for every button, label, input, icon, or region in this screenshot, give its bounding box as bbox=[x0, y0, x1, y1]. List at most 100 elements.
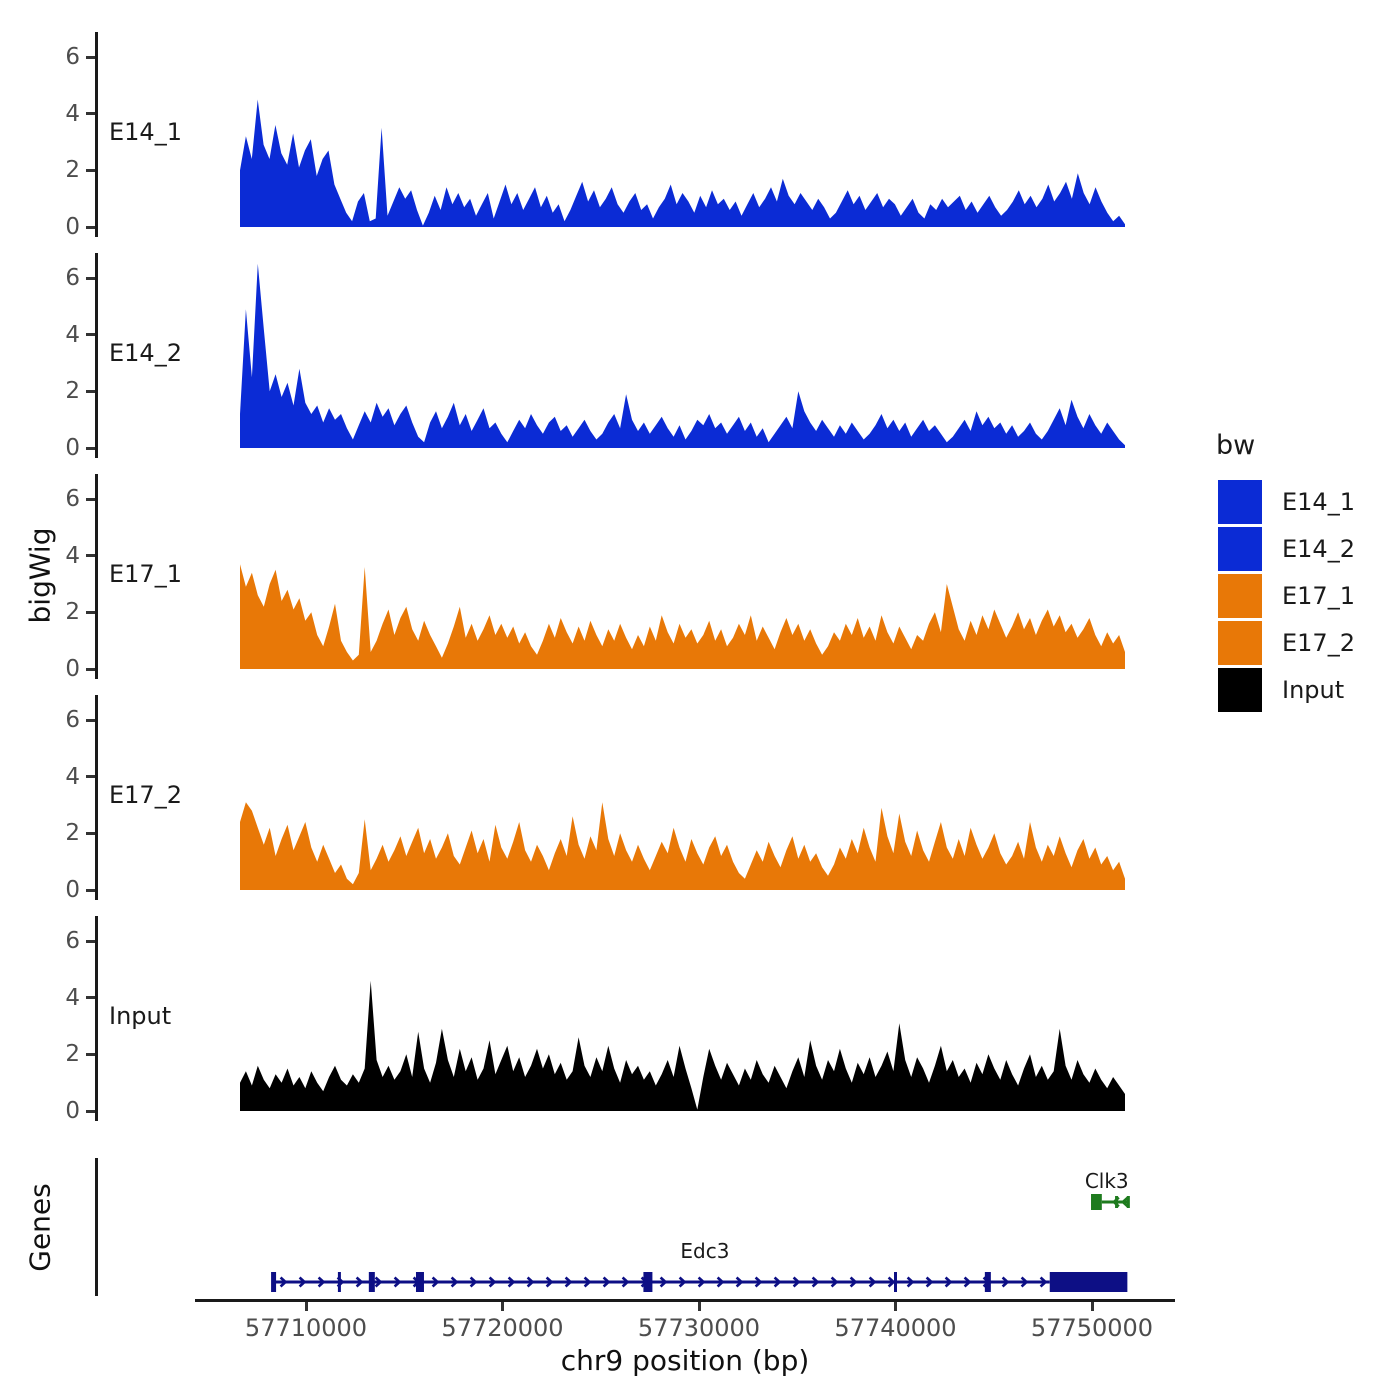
legend-item-label-E17_1: E17_1 bbox=[1282, 582, 1355, 610]
gene-strand-arrow-Edc3 bbox=[621, 1276, 630, 1288]
gene-strand-arrow-Edc3 bbox=[773, 1276, 782, 1288]
x-tick-57710000 bbox=[304, 1302, 308, 1311]
y-tick-Input-2 bbox=[86, 1052, 95, 1056]
legend-item-label-E14_2: E14_2 bbox=[1282, 535, 1355, 563]
y-tick-label-E14_2-0: 0 bbox=[65, 435, 80, 461]
gene-strand-arrow-Edc3 bbox=[925, 1276, 934, 1288]
gene-exon-bar-Edc3 bbox=[337, 1272, 341, 1292]
coverage-area-E14_1 bbox=[240, 99, 1125, 227]
gene-strand-arrow-Edc3 bbox=[545, 1276, 554, 1288]
y-tick-label-E17_2-4: 4 bbox=[65, 763, 80, 790]
y-axis-line-E17_2 bbox=[95, 695, 98, 900]
y-tick-label-E14_2-4: 4 bbox=[65, 321, 80, 348]
track-label-E17_2: E17_2 bbox=[109, 781, 182, 809]
x-axis-line bbox=[195, 1299, 1175, 1302]
gene-exon-box-Clk3 bbox=[1091, 1194, 1102, 1210]
gene-exon-bar-Edc3 bbox=[271, 1272, 277, 1292]
gene-exon-bar-Edc3 bbox=[368, 1272, 375, 1292]
y-tick-E14_1-6 bbox=[86, 55, 95, 59]
gene-exon-bar-Clk3 bbox=[1126, 1196, 1130, 1208]
y-tick-E17_2-2 bbox=[86, 831, 95, 835]
gene-strand-arrow-Edc3 bbox=[640, 1276, 649, 1288]
gene-strand-arrow-Edc3 bbox=[431, 1276, 440, 1288]
gene-strand-arrow-Edc3 bbox=[412, 1276, 421, 1288]
x-tick-label-57730000: 57730000 bbox=[637, 1314, 761, 1342]
gene-strand-arrow-Edc3 bbox=[1001, 1276, 1010, 1288]
y-tick-E14_2-0 bbox=[86, 446, 95, 450]
genes-axis-line bbox=[95, 1158, 98, 1296]
y-tick-E14_2-4 bbox=[86, 333, 95, 337]
y-tick-E17_2-4 bbox=[86, 775, 95, 779]
y-tick-E17_2-0 bbox=[86, 888, 95, 892]
y-tick-label-Input-6: 6 bbox=[65, 928, 80, 954]
gene-strand-arrow-Edc3 bbox=[450, 1276, 459, 1288]
track-label-E17_1: E17_1 bbox=[109, 560, 182, 588]
y-tick-Input-6 bbox=[86, 939, 95, 943]
coverage-area-E17_1 bbox=[240, 564, 1125, 669]
gene-strand-arrow-Clk3 bbox=[1111, 1196, 1120, 1208]
y-tick-label-E14_2-2: 2 bbox=[65, 378, 80, 405]
x-tick-label-57740000: 57740000 bbox=[834, 1314, 957, 1342]
gene-strand-arrow-Edc3 bbox=[735, 1276, 744, 1288]
x-tick-label-57720000: 57720000 bbox=[441, 1314, 564, 1342]
legend-title: bw bbox=[1216, 430, 1256, 461]
gene-strand-arrow-Edc3 bbox=[564, 1276, 573, 1288]
x-tick-label-57750000: 57750000 bbox=[1030, 1314, 1154, 1342]
gene-label-Clk3: Clk3 bbox=[1085, 1169, 1129, 1193]
coverage-area-Input bbox=[240, 980, 1125, 1111]
y-tick-label-Input-2: 2 bbox=[65, 1041, 80, 1068]
gene-strand-arrow-Edc3 bbox=[716, 1276, 725, 1288]
gene-strand-arrow-Edc3 bbox=[906, 1276, 915, 1288]
gene-strand-arrow-Edc3 bbox=[887, 1276, 896, 1288]
gene-strand-arrow-Edc3 bbox=[868, 1276, 877, 1288]
gene-strand-arrow-Edc3 bbox=[811, 1276, 820, 1288]
x-tick-57720000 bbox=[501, 1302, 504, 1311]
gene-strand-arrow-Edc3 bbox=[1039, 1276, 1048, 1288]
coverage-polygon-E14_1 bbox=[240, 99, 1125, 227]
coverage-polygon-E17_1 bbox=[240, 564, 1125, 669]
coverage-polygon-Input bbox=[240, 980, 1125, 1111]
legend-swatch-E14_1 bbox=[1218, 480, 1262, 524]
gene-strand-arrow-Edc3 bbox=[393, 1276, 402, 1288]
gene-strand-arrow-Edc3 bbox=[754, 1276, 763, 1288]
gene-strand-arrow-Clk3 bbox=[1120, 1196, 1129, 1208]
gene-strand-arrow-Edc3 bbox=[1020, 1276, 1029, 1288]
gene-strand-arrow-Edc3 bbox=[697, 1276, 706, 1288]
y-axis-line-E14_1 bbox=[95, 32, 98, 237]
gene-strand-arrow-Edc3 bbox=[963, 1276, 972, 1288]
y-tick-label-E14_1-0: 0 bbox=[65, 214, 80, 240]
legend-swatch-E17_2 bbox=[1218, 621, 1262, 665]
y-tick-label-E14_1-2: 2 bbox=[65, 157, 80, 184]
y-tick-Input-4 bbox=[86, 996, 95, 1000]
y-tick-label-E17_1-0: 0 bbox=[65, 656, 80, 682]
y-tick-E17_1-0 bbox=[86, 667, 95, 671]
y-tick-E17_1-2 bbox=[86, 610, 95, 614]
gene-label-Edc3: Edc3 bbox=[680, 1239, 729, 1263]
legend-swatch-E17_1 bbox=[1218, 574, 1262, 618]
y-axis-line-E14_2 bbox=[95, 253, 98, 458]
x-tick-57730000 bbox=[697, 1302, 701, 1311]
gene-strand-arrow-Edc3 bbox=[659, 1276, 668, 1288]
coverage-area-E17_2 bbox=[240, 802, 1125, 890]
gene-strand-arrow-Edc3 bbox=[488, 1276, 497, 1288]
legend-swatch-E14_2 bbox=[1218, 527, 1262, 571]
gene-strand-arrow-Edc3 bbox=[602, 1276, 611, 1288]
y-tick-E14_1-0 bbox=[86, 225, 95, 229]
y-tick-label-E17_2-0: 0 bbox=[65, 877, 80, 903]
coverage-polygon-E14_2 bbox=[240, 263, 1125, 448]
gene-strand-arrow-Edc3 bbox=[526, 1276, 535, 1288]
y-tick-E14_1-4 bbox=[86, 112, 95, 116]
gene-strand-arrow-Edc3 bbox=[355, 1276, 364, 1288]
gene-strand-arrow-Edc3 bbox=[849, 1276, 858, 1288]
y-axis-line-E17_1 bbox=[95, 474, 98, 679]
y-tick-label-Input-0: 0 bbox=[65, 1098, 80, 1124]
y-tick-E17_2-6 bbox=[86, 718, 95, 722]
gene-strand-arrow-Edc3 bbox=[583, 1276, 592, 1288]
y-tick-label-E17_1-4: 4 bbox=[65, 542, 80, 569]
gene-strand-arrow-Edc3 bbox=[336, 1276, 345, 1288]
legend-item-label-Input: Input bbox=[1282, 676, 1345, 704]
gene-strand-arrow-Edc3 bbox=[469, 1276, 478, 1288]
legend-swatch-Input bbox=[1218, 668, 1262, 712]
